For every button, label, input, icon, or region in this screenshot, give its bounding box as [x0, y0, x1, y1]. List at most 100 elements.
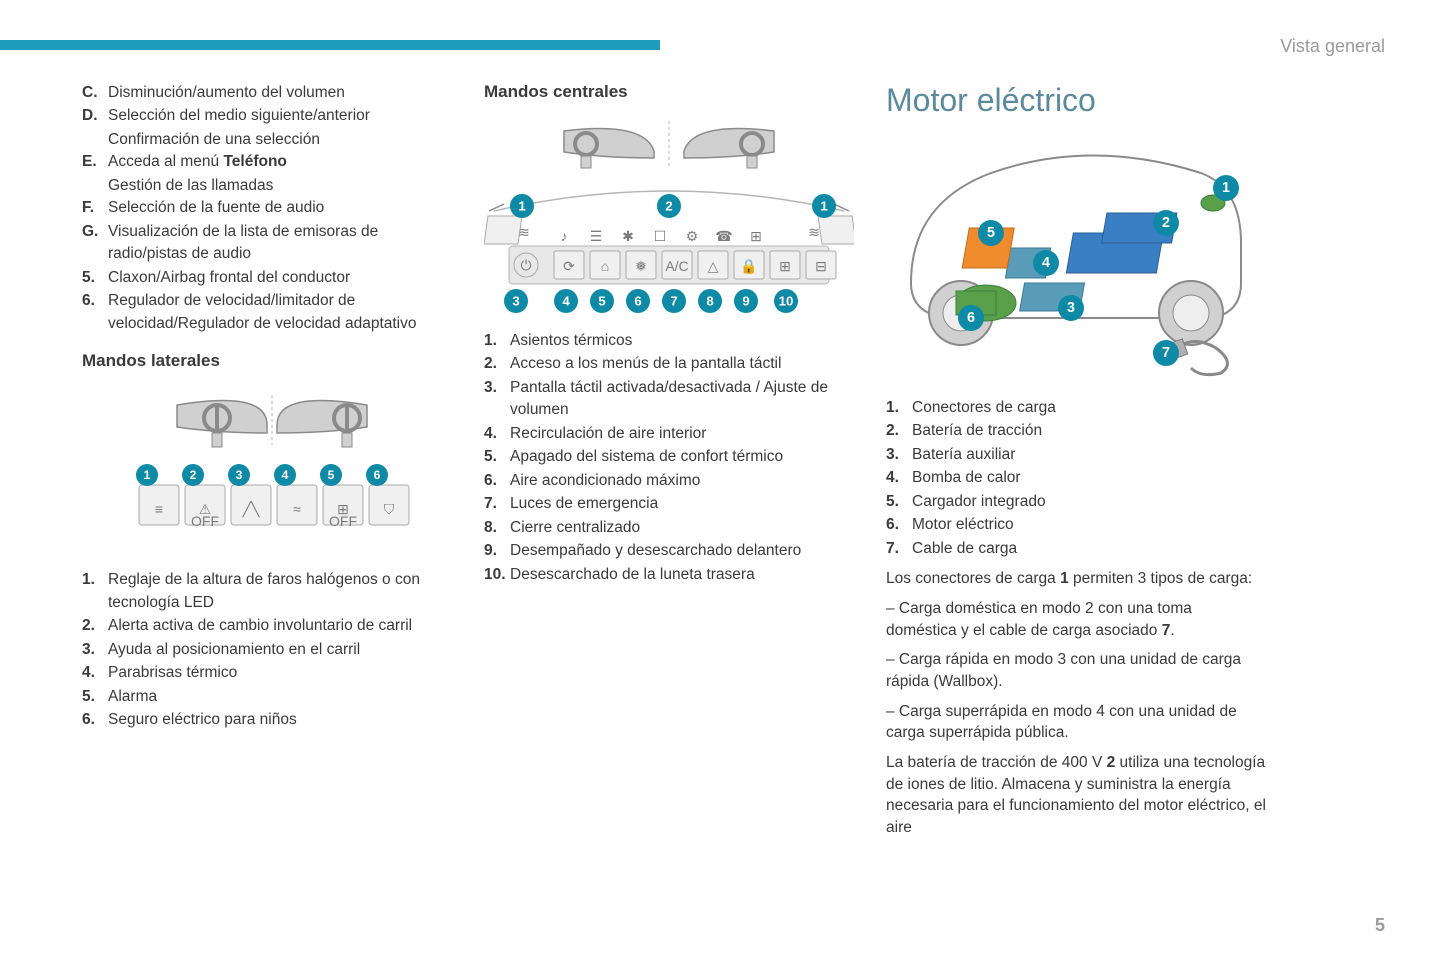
svg-text:⟳: ⟳: [563, 258, 575, 274]
list-marker: 5.: [886, 491, 912, 513]
svg-text:☰: ☰: [590, 228, 603, 244]
motor-title: Motor eléctrico: [886, 82, 1266, 119]
list-item: F.Selección de la fuente de audio: [82, 197, 452, 219]
svg-text:4: 4: [1042, 255, 1050, 271]
callout-5: 5: [320, 464, 342, 486]
list-marker: G.: [82, 221, 108, 266]
list-text: Disminución/aumento del volumen: [108, 82, 452, 104]
callout-4: 4: [274, 464, 296, 486]
list-item: 5.Claxon/Airbag frontal del conductor: [82, 267, 452, 289]
list-marker: 6.: [82, 709, 108, 731]
list-item: 1.Asientos térmicos: [484, 330, 854, 352]
svg-text:1: 1: [1222, 180, 1230, 196]
svg-text:6: 6: [374, 468, 381, 482]
motor-diagram: 1 2 3 4 5 6 7: [891, 133, 1261, 383]
letter-list: C.Disminución/aumento del volumenD.Selec…: [82, 82, 452, 335]
svg-text:3: 3: [236, 468, 243, 482]
svg-text:🔒: 🔒: [740, 258, 757, 275]
list-item: 4.Parabrisas térmico: [82, 662, 452, 684]
callout-2: 2: [1153, 210, 1179, 236]
list-text: Alerta activa de cambio involuntario de …: [108, 615, 452, 637]
list-marker: 9.: [484, 540, 510, 562]
central-controls-list: 1.Asientos térmicos2.Acceso a los menús …: [484, 330, 854, 586]
list-marker: 1.: [484, 330, 510, 352]
list-text: Apagado del sistema de confort térmico: [510, 446, 854, 468]
svg-text:OFF: OFF: [191, 513, 219, 529]
list-marker: 2.: [484, 353, 510, 375]
callout-4: 4: [1033, 250, 1059, 276]
list-item: 1.Conectores de carga: [886, 397, 1266, 419]
side-controls-diagram: ≡1⚠OFF2╱╲3≈4⊞OFF5⛉6: [117, 385, 417, 555]
list-item: 6.Seguro eléctrico para niños: [82, 709, 452, 731]
central-controls-title: Mandos centrales: [484, 82, 854, 102]
svg-text:4: 4: [282, 468, 289, 482]
list-text: Luces de emergencia: [510, 493, 854, 515]
svg-text:2: 2: [190, 468, 197, 482]
svg-text:1: 1: [820, 199, 827, 214]
callout-2: 2: [657, 194, 681, 218]
list-item: 4.Bomba de calor: [886, 467, 1266, 489]
list-marker: 7.: [886, 538, 912, 560]
svg-text:⊞: ⊞: [750, 228, 762, 244]
list-marker: 10.: [484, 564, 510, 586]
list-text: Aire acondicionado máximo: [510, 470, 854, 492]
list-marker: 3.: [484, 377, 510, 422]
list-item: 7.Luces de emergencia: [484, 493, 854, 515]
svg-text:5: 5: [987, 225, 995, 241]
callout-5: 5: [590, 289, 614, 313]
svg-text:7: 7: [1162, 345, 1170, 361]
list-item: 5.Alarma: [82, 686, 452, 708]
callout-7: 7: [1153, 340, 1179, 366]
paragraph: La batería de tracción de 400 V 2 utiliz…: [886, 752, 1266, 839]
svg-text:⚙: ⚙: [686, 228, 699, 244]
list-text: Claxon/Airbag frontal del conductor: [108, 267, 452, 289]
list-marker: 6.: [484, 470, 510, 492]
list-text: Alarma: [108, 686, 452, 708]
callout-8: 8: [698, 289, 722, 313]
column-3: Motor eléctrico 1 2 3 4 5 6 7: [886, 82, 1266, 839]
svg-text:10: 10: [779, 294, 794, 309]
motor-paragraphs: Los conectores de carga 1 permiten 3 tip…: [886, 568, 1266, 839]
page-number: 5: [1375, 915, 1385, 936]
list-marker: 1.: [82, 569, 108, 614]
svg-text:2: 2: [665, 199, 672, 214]
list-text: Acceso a los menús de la pantalla táctil: [510, 353, 854, 375]
list-text: Reglaje de la altura de faros halógenos …: [108, 569, 452, 614]
paragraph: – Carga doméstica en modo 2 con una toma…: [886, 598, 1266, 641]
svg-text:3: 3: [512, 294, 519, 309]
svg-text:1: 1: [144, 468, 151, 482]
list-text: Bomba de calor: [912, 467, 1266, 489]
list-text: Selección del medio siguiente/anterior: [108, 105, 452, 127]
list-text: Pantalla táctil activada/desactivada / A…: [510, 377, 854, 422]
list-text: Asientos térmicos: [510, 330, 854, 352]
list-item: 2.Acceso a los menús de la pantalla táct…: [484, 353, 854, 375]
svg-text:╱╲: ╱╲: [242, 501, 261, 518]
svg-text:3: 3: [1067, 300, 1075, 316]
list-item: 10.Desescarchado de la luneta trasera: [484, 564, 854, 586]
list-item: 6.Aire acondicionado máximo: [484, 470, 854, 492]
callout-1: 1: [510, 194, 534, 218]
list-text: Acceda al menú Teléfono: [108, 151, 452, 173]
svg-text:⌂: ⌂: [601, 258, 609, 274]
list-marker: 8.: [484, 517, 510, 539]
list-marker: 3.: [82, 639, 108, 661]
paragraph: – Carga rápida en modo 3 con una unidad …: [886, 649, 1266, 692]
callout-6: 6: [958, 305, 984, 331]
list-text: Batería de tracción: [912, 420, 1266, 442]
svg-text:△: △: [708, 258, 719, 274]
list-item: 2.Alerta activa de cambio involuntario d…: [82, 615, 452, 637]
page-columns: C.Disminución/aumento del volumenD.Selec…: [82, 82, 1385, 839]
list-item: E.Acceda al menú Teléfono: [82, 151, 452, 173]
svg-text:1: 1: [518, 199, 525, 214]
list-item: D.Selección del medio siguiente/anterior: [82, 105, 452, 127]
list-marker: 2.: [82, 615, 108, 637]
list-text: Desescarchado de la luneta trasera: [510, 564, 854, 586]
callout-5: 5: [978, 220, 1004, 246]
list-text: Cargador integrado: [912, 491, 1266, 513]
list-marker: 5.: [484, 446, 510, 468]
list-item: 2.Batería de tracción: [886, 420, 1266, 442]
callout-9: 9: [734, 289, 758, 313]
svg-text:❅: ❅: [635, 258, 647, 274]
list-marker: 4.: [82, 662, 108, 684]
list-marker: 3.: [886, 444, 912, 466]
